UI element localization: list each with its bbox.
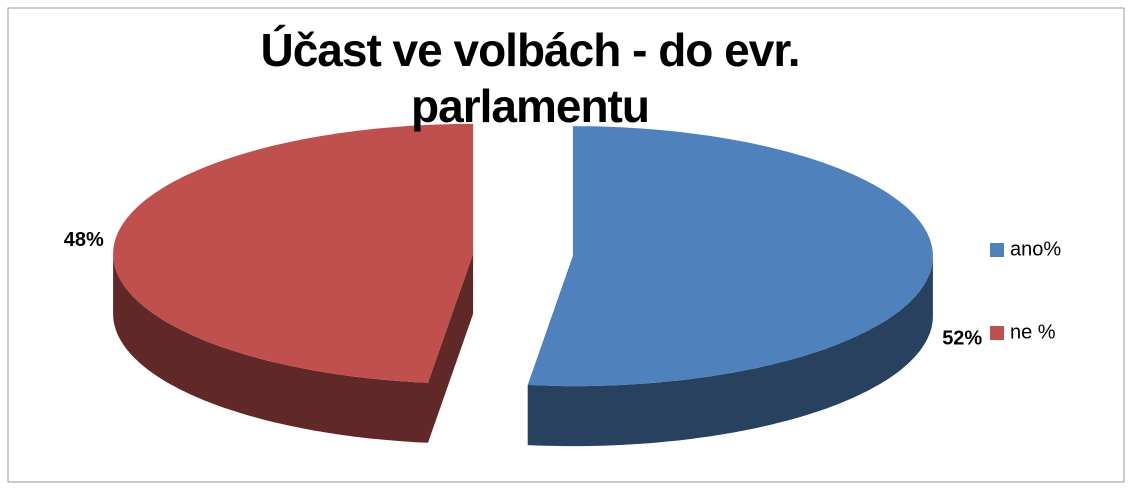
legend-label: ano% [1010, 238, 1061, 260]
pie-slice [527, 126, 933, 387]
slice-side [527, 256, 933, 447]
slice-side [113, 253, 428, 443]
slice-cut-face [428, 253, 474, 443]
data-label: 52% [942, 328, 982, 350]
legend-label: ne % [1010, 321, 1056, 343]
chart-title: Účast ve volbách - do evr. parlamentu [260, 24, 800, 132]
data-label: 48% [64, 229, 104, 251]
legend-swatch [990, 326, 1004, 340]
legend-swatch [990, 243, 1004, 257]
pie-slice [113, 123, 474, 383]
